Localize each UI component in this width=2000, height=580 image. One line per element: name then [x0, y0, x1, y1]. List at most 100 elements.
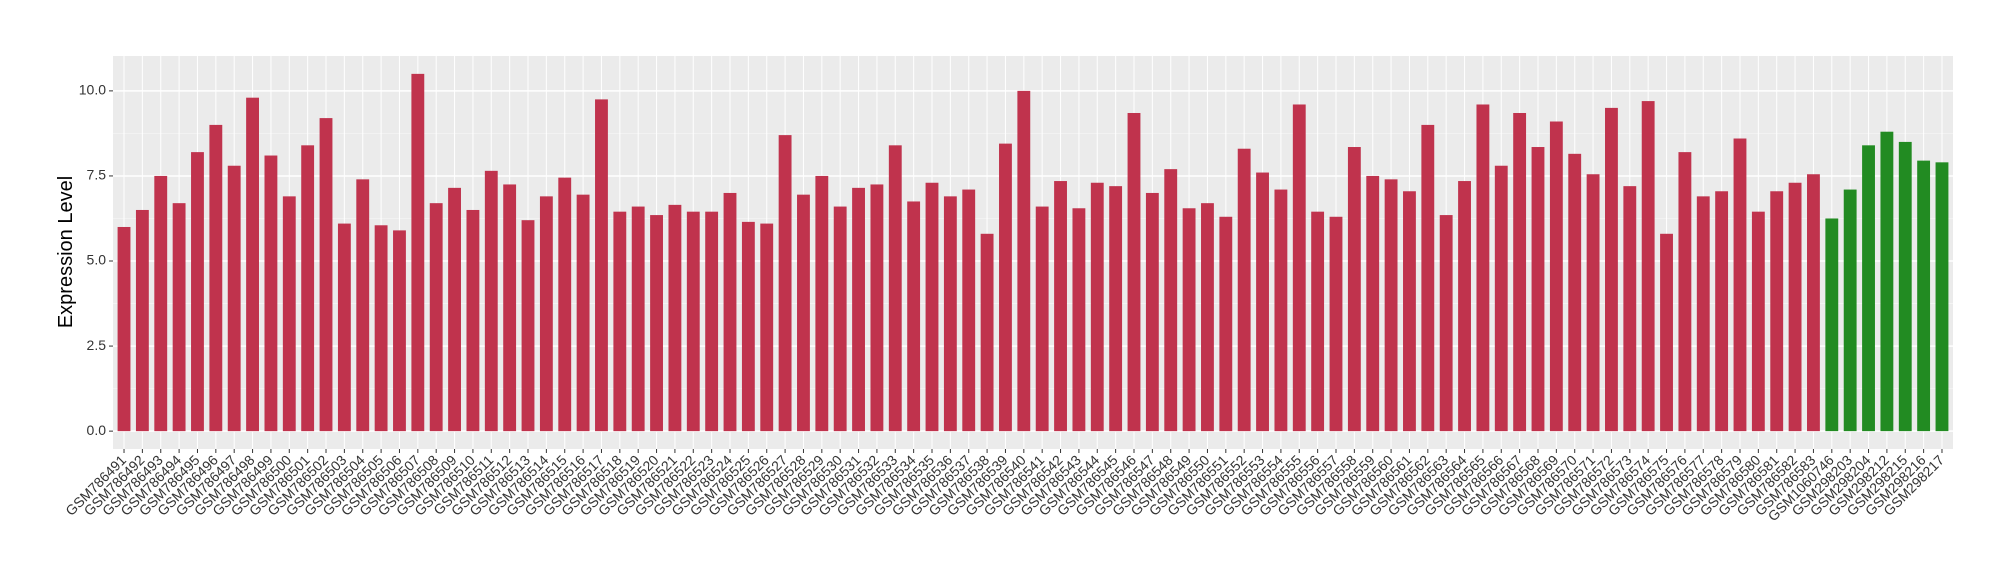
bar [1807, 174, 1820, 432]
bar [631, 206, 645, 432]
bar [1770, 191, 1784, 432]
bar [723, 192, 737, 432]
bar [1164, 169, 1178, 432]
bar [1862, 145, 1875, 432]
bar [1384, 179, 1398, 432]
bar [1219, 216, 1233, 432]
bar [503, 184, 517, 432]
bar [797, 194, 810, 432]
bar [888, 145, 902, 432]
y-tick-label: 7.5 [87, 167, 107, 183]
bar [1549, 121, 1563, 432]
bar [1733, 138, 1747, 432]
bar [1751, 211, 1765, 432]
bar [815, 175, 829, 432]
bar [1660, 233, 1673, 432]
bar [1458, 181, 1471, 432]
bar [1274, 189, 1288, 432]
bar [1513, 112, 1527, 432]
bar [191, 152, 204, 432]
y-axis-title: Expression Level [55, 176, 77, 328]
bar [1494, 165, 1508, 432]
bar [393, 230, 406, 432]
bar [686, 211, 700, 432]
bar [962, 189, 976, 432]
bar [1935, 162, 1949, 432]
y-tick-label: 0.0 [87, 422, 107, 438]
bar [1605, 107, 1618, 432]
bar [337, 223, 351, 432]
bar [1678, 152, 1692, 432]
bar [521, 220, 535, 432]
panel [113, 56, 1953, 449]
y-tick-label: 2.5 [87, 337, 107, 353]
bar [1145, 192, 1159, 432]
bar [282, 196, 296, 432]
bar [595, 99, 608, 432]
y-tick-label: 10.0 [79, 82, 106, 98]
bar [154, 175, 168, 432]
bar [1329, 216, 1343, 432]
bar [1366, 175, 1380, 432]
bar [264, 155, 278, 432]
bar [1403, 191, 1416, 432]
bar [429, 203, 443, 432]
bar [117, 226, 131, 432]
bar [411, 73, 425, 432]
bar [870, 184, 884, 432]
bar [1476, 104, 1490, 432]
bar [1035, 206, 1049, 432]
bar [1127, 112, 1141, 432]
bar [301, 145, 315, 432]
bar [1586, 174, 1600, 432]
bar [778, 135, 792, 432]
bar [448, 187, 461, 432]
bar [613, 211, 627, 432]
bar [319, 118, 333, 432]
bar [1439, 215, 1453, 432]
bar [925, 182, 939, 432]
bar [1421, 124, 1435, 432]
bar [1880, 131, 1894, 432]
bar [1788, 182, 1802, 432]
bar [1109, 186, 1123, 432]
bar [1623, 186, 1637, 432]
bar [484, 170, 498, 432]
bar [209, 124, 223, 432]
bar [1182, 208, 1196, 432]
bar [1256, 172, 1269, 432]
bar [227, 165, 241, 432]
bar [999, 143, 1012, 432]
bar [558, 177, 572, 432]
bar [1292, 104, 1306, 432]
bar [741, 221, 755, 432]
bar [668, 204, 682, 432]
bar [852, 187, 865, 432]
bar [374, 225, 388, 432]
bar [1531, 147, 1545, 432]
bar [1201, 203, 1214, 432]
bar [943, 196, 957, 432]
bar [1641, 101, 1655, 432]
bar [705, 211, 719, 432]
bar [833, 206, 847, 432]
bar [1237, 148, 1251, 432]
bar [650, 215, 663, 432]
bar [980, 233, 994, 432]
bar [760, 223, 774, 432]
bar [1696, 196, 1710, 432]
bar [466, 209, 480, 432]
bar [356, 179, 370, 432]
bar [1072, 208, 1086, 432]
bar [1715, 191, 1729, 432]
bar [1917, 160, 1931, 432]
bar [1090, 182, 1104, 432]
bar [1311, 211, 1325, 432]
bar [539, 196, 553, 432]
bar [1054, 181, 1067, 432]
bar [246, 97, 259, 432]
bar [1898, 141, 1912, 432]
bar [1347, 147, 1361, 432]
bar [135, 209, 149, 432]
